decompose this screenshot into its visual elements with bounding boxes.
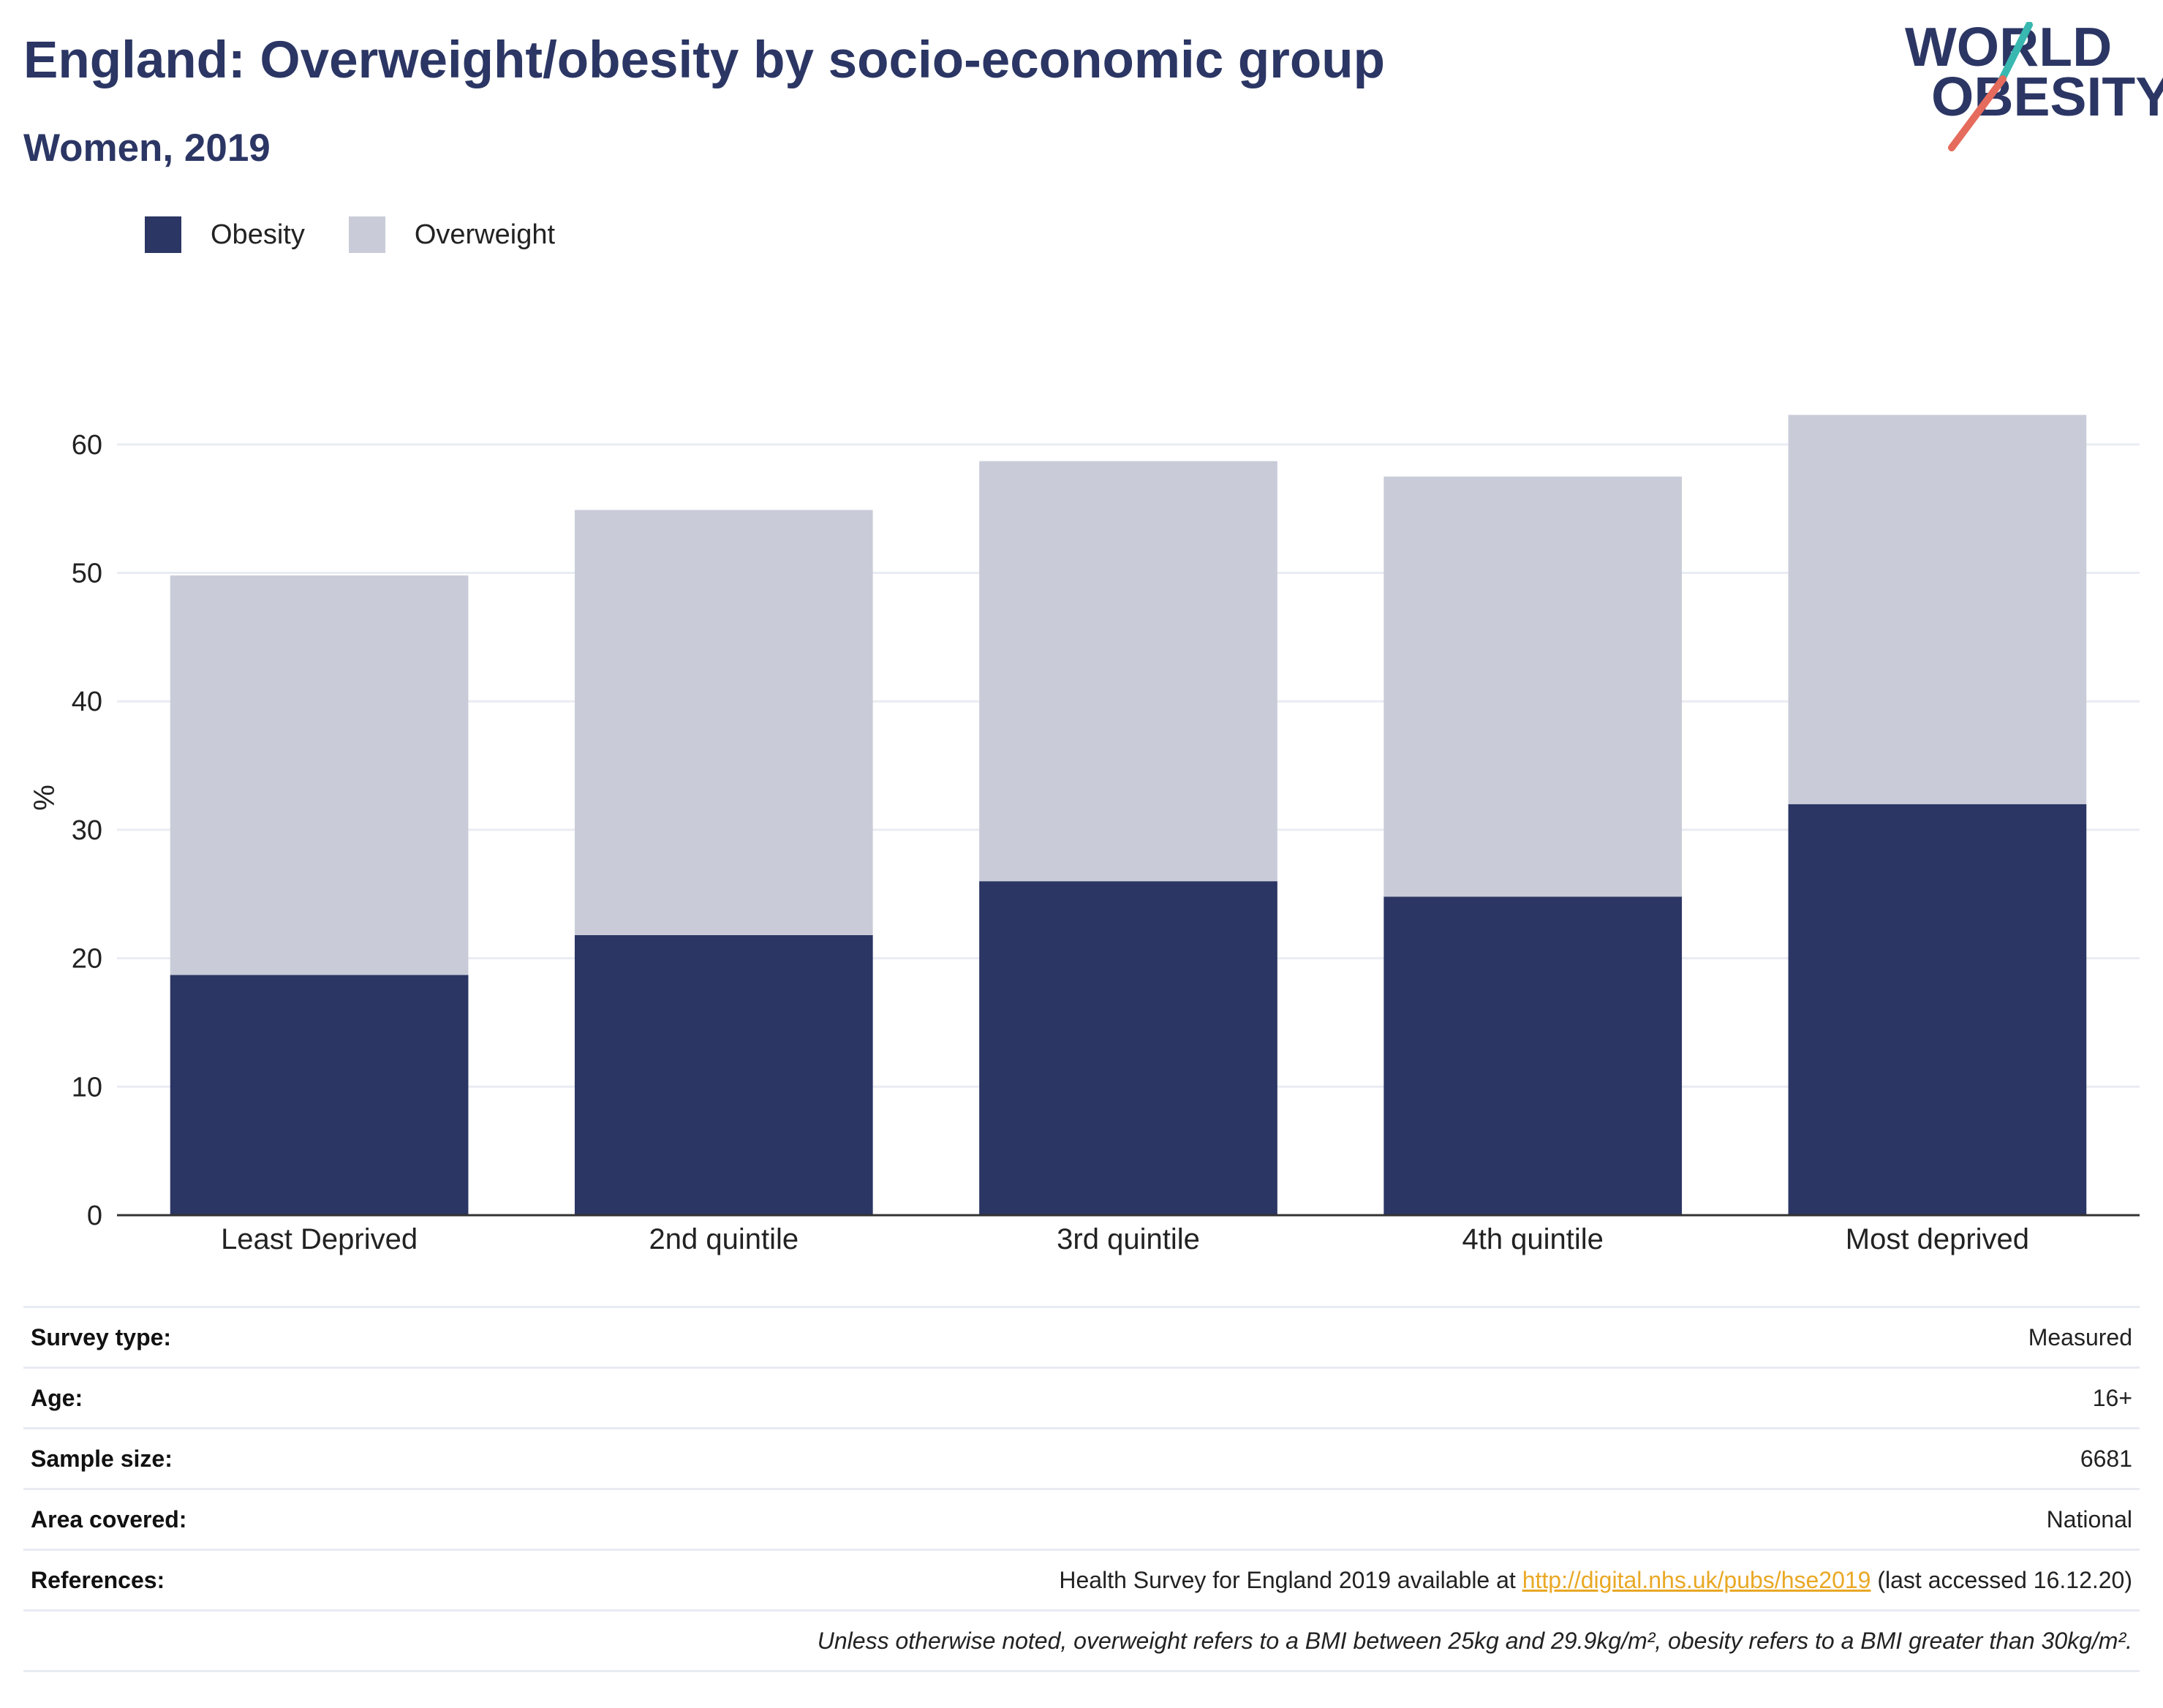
bar-obesity-1 bbox=[170, 975, 469, 1215]
chart-title: England: Overweight/obesity by socio-eco… bbox=[23, 31, 1386, 89]
metadata-table: Survey type: Measured Age: 16+ Sample si… bbox=[23, 1306, 2140, 1672]
x-tick-label: Most deprived bbox=[1846, 1223, 2029, 1255]
x-tick-label: 4th quintile bbox=[1462, 1223, 1603, 1255]
x-tick-label: 3rd quintile bbox=[1057, 1223, 1200, 1255]
legend-label-obesity: Obesity bbox=[211, 219, 305, 250]
logo-slash-icon bbox=[1948, 22, 2033, 151]
x-tick-label: 2nd quintile bbox=[649, 1223, 799, 1255]
bar-obesity-5 bbox=[1788, 804, 2087, 1215]
meta-value-area: National bbox=[331, 1488, 2140, 1550]
references-prefix: Health Survey for England 2019 available… bbox=[1059, 1566, 1522, 1593]
meta-row-area: Area covered: National bbox=[23, 1488, 2140, 1550]
y-tick-label: 50 bbox=[72, 559, 102, 589]
meta-row-references: References: Health Survey for England 20… bbox=[23, 1549, 2140, 1611]
meta-row-age: Age: 16+ bbox=[23, 1367, 2140, 1429]
y-tick-label: 30 bbox=[72, 815, 102, 846]
references-suffix: (last accessed 16.12.20) bbox=[1871, 1566, 2132, 1593]
legend-swatch-overweight bbox=[348, 216, 385, 253]
bar-obesity-3 bbox=[979, 881, 1277, 1215]
bar-overweight-1 bbox=[170, 575, 469, 975]
bmi-definition-note: Unless otherwise noted, overweight refer… bbox=[331, 1609, 2140, 1672]
meta-note-spacer bbox=[23, 1609, 331, 1672]
legend-item-overweight[interactable]: Overweight bbox=[348, 216, 556, 253]
meta-value-references: Health Survey for England 2019 available… bbox=[331, 1549, 2140, 1611]
y-tick-label: 20 bbox=[72, 944, 102, 975]
y-tick-label: 10 bbox=[72, 1072, 102, 1103]
bar-overweight-2 bbox=[574, 510, 873, 935]
meta-value-survey-type: Measured bbox=[331, 1306, 2140, 1368]
y-tick-label: 0 bbox=[87, 1201, 102, 1231]
bar-overweight-4 bbox=[1384, 476, 1683, 897]
bar-overweight-3 bbox=[979, 461, 1277, 882]
meta-row-note: Unless otherwise noted, overweight refer… bbox=[23, 1609, 2140, 1672]
meta-label-sample-size: Sample size: bbox=[23, 1427, 331, 1489]
y-axis-label: % bbox=[29, 785, 61, 811]
y-tick-label: 60 bbox=[72, 430, 102, 461]
chart-legend: Obesity Overweight bbox=[145, 216, 599, 253]
bar-overweight-5 bbox=[1788, 415, 2087, 804]
chart-subtitle: Women, 2019 bbox=[23, 126, 271, 170]
legend-swatch-obesity bbox=[145, 216, 181, 253]
x-tick-label: Least Deprived bbox=[221, 1223, 418, 1255]
bar-obesity-2 bbox=[574, 934, 873, 1215]
legend-item-obesity[interactable]: Obesity bbox=[145, 216, 305, 253]
stacked-bar-chart: 0 10 20 30 40 50 60% Least Deprived 2nd quintile… bbox=[29, 415, 2140, 1255]
meta-label-references: References: bbox=[23, 1549, 331, 1611]
bar-obesity-4 bbox=[1384, 896, 1683, 1215]
y-tick-label: 40 bbox=[72, 687, 102, 717]
legend-label-overweight: Overweight bbox=[414, 219, 556, 250]
meta-label-area: Area covered: bbox=[23, 1488, 331, 1550]
meta-label-survey-type: Survey type: bbox=[23, 1306, 331, 1368]
meta-value-age: 16+ bbox=[331, 1367, 2140, 1429]
meta-row-sample-size: Sample size: 6681 bbox=[23, 1427, 2140, 1489]
meta-row-survey-type: Survey type: Measured bbox=[23, 1306, 2140, 1368]
meta-label-age: Age: bbox=[23, 1367, 331, 1429]
meta-value-sample-size: 6681 bbox=[331, 1427, 2140, 1489]
logo-line-2: OBESITY bbox=[1931, 66, 2163, 127]
world-obesity-logo: WORLD OBESITY bbox=[1905, 20, 2163, 154]
references-link[interactable]: http://digital.nhs.uk/pubs/hse2019 bbox=[1522, 1566, 1871, 1593]
